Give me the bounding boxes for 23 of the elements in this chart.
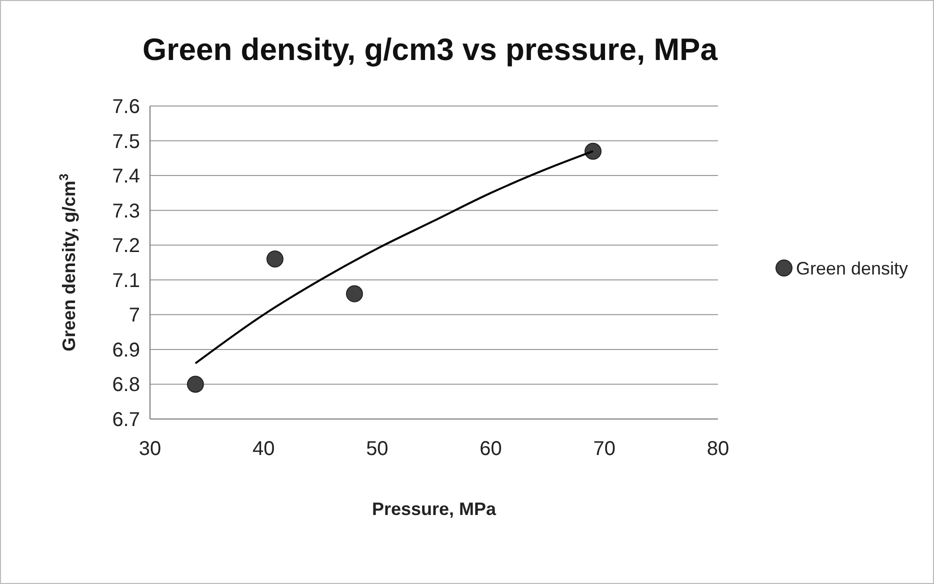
y-tick-label: 7.3 <box>112 200 140 222</box>
x-tick-label: 80 <box>706 438 730 460</box>
chart-title: Green density, g/cm3 vs pressure, MPa <box>142 32 718 67</box>
x-tick-label: 40 <box>252 438 275 460</box>
x-tick-label: 30 <box>138 438 162 460</box>
y-tick-label: 6.7 <box>112 409 140 431</box>
point <box>186 376 204 393</box>
x-tick-label: 60 <box>480 438 502 460</box>
y-tick-label: 7.1 <box>112 270 140 292</box>
x-tick-label: 70 <box>593 438 616 460</box>
y-tick-label: 7.6 <box>112 96 140 118</box>
y-tick-label: 7.2 <box>112 235 140 258</box>
point <box>346 285 363 302</box>
y-tick-label: 7 <box>128 304 140 327</box>
y-tick-label: 6.8 <box>112 374 140 396</box>
point <box>584 142 602 160</box>
legend-label: Green density <box>796 258 908 278</box>
point <box>266 250 284 268</box>
x-axis-title: Pressure, MPa <box>372 499 498 519</box>
y-tick-label: 6.9 <box>112 339 140 362</box>
y-tick-label: 7.4 <box>112 166 140 188</box>
x-tick-label: 50 <box>366 438 388 460</box>
y-tick-label: 7.5 <box>112 130 140 153</box>
